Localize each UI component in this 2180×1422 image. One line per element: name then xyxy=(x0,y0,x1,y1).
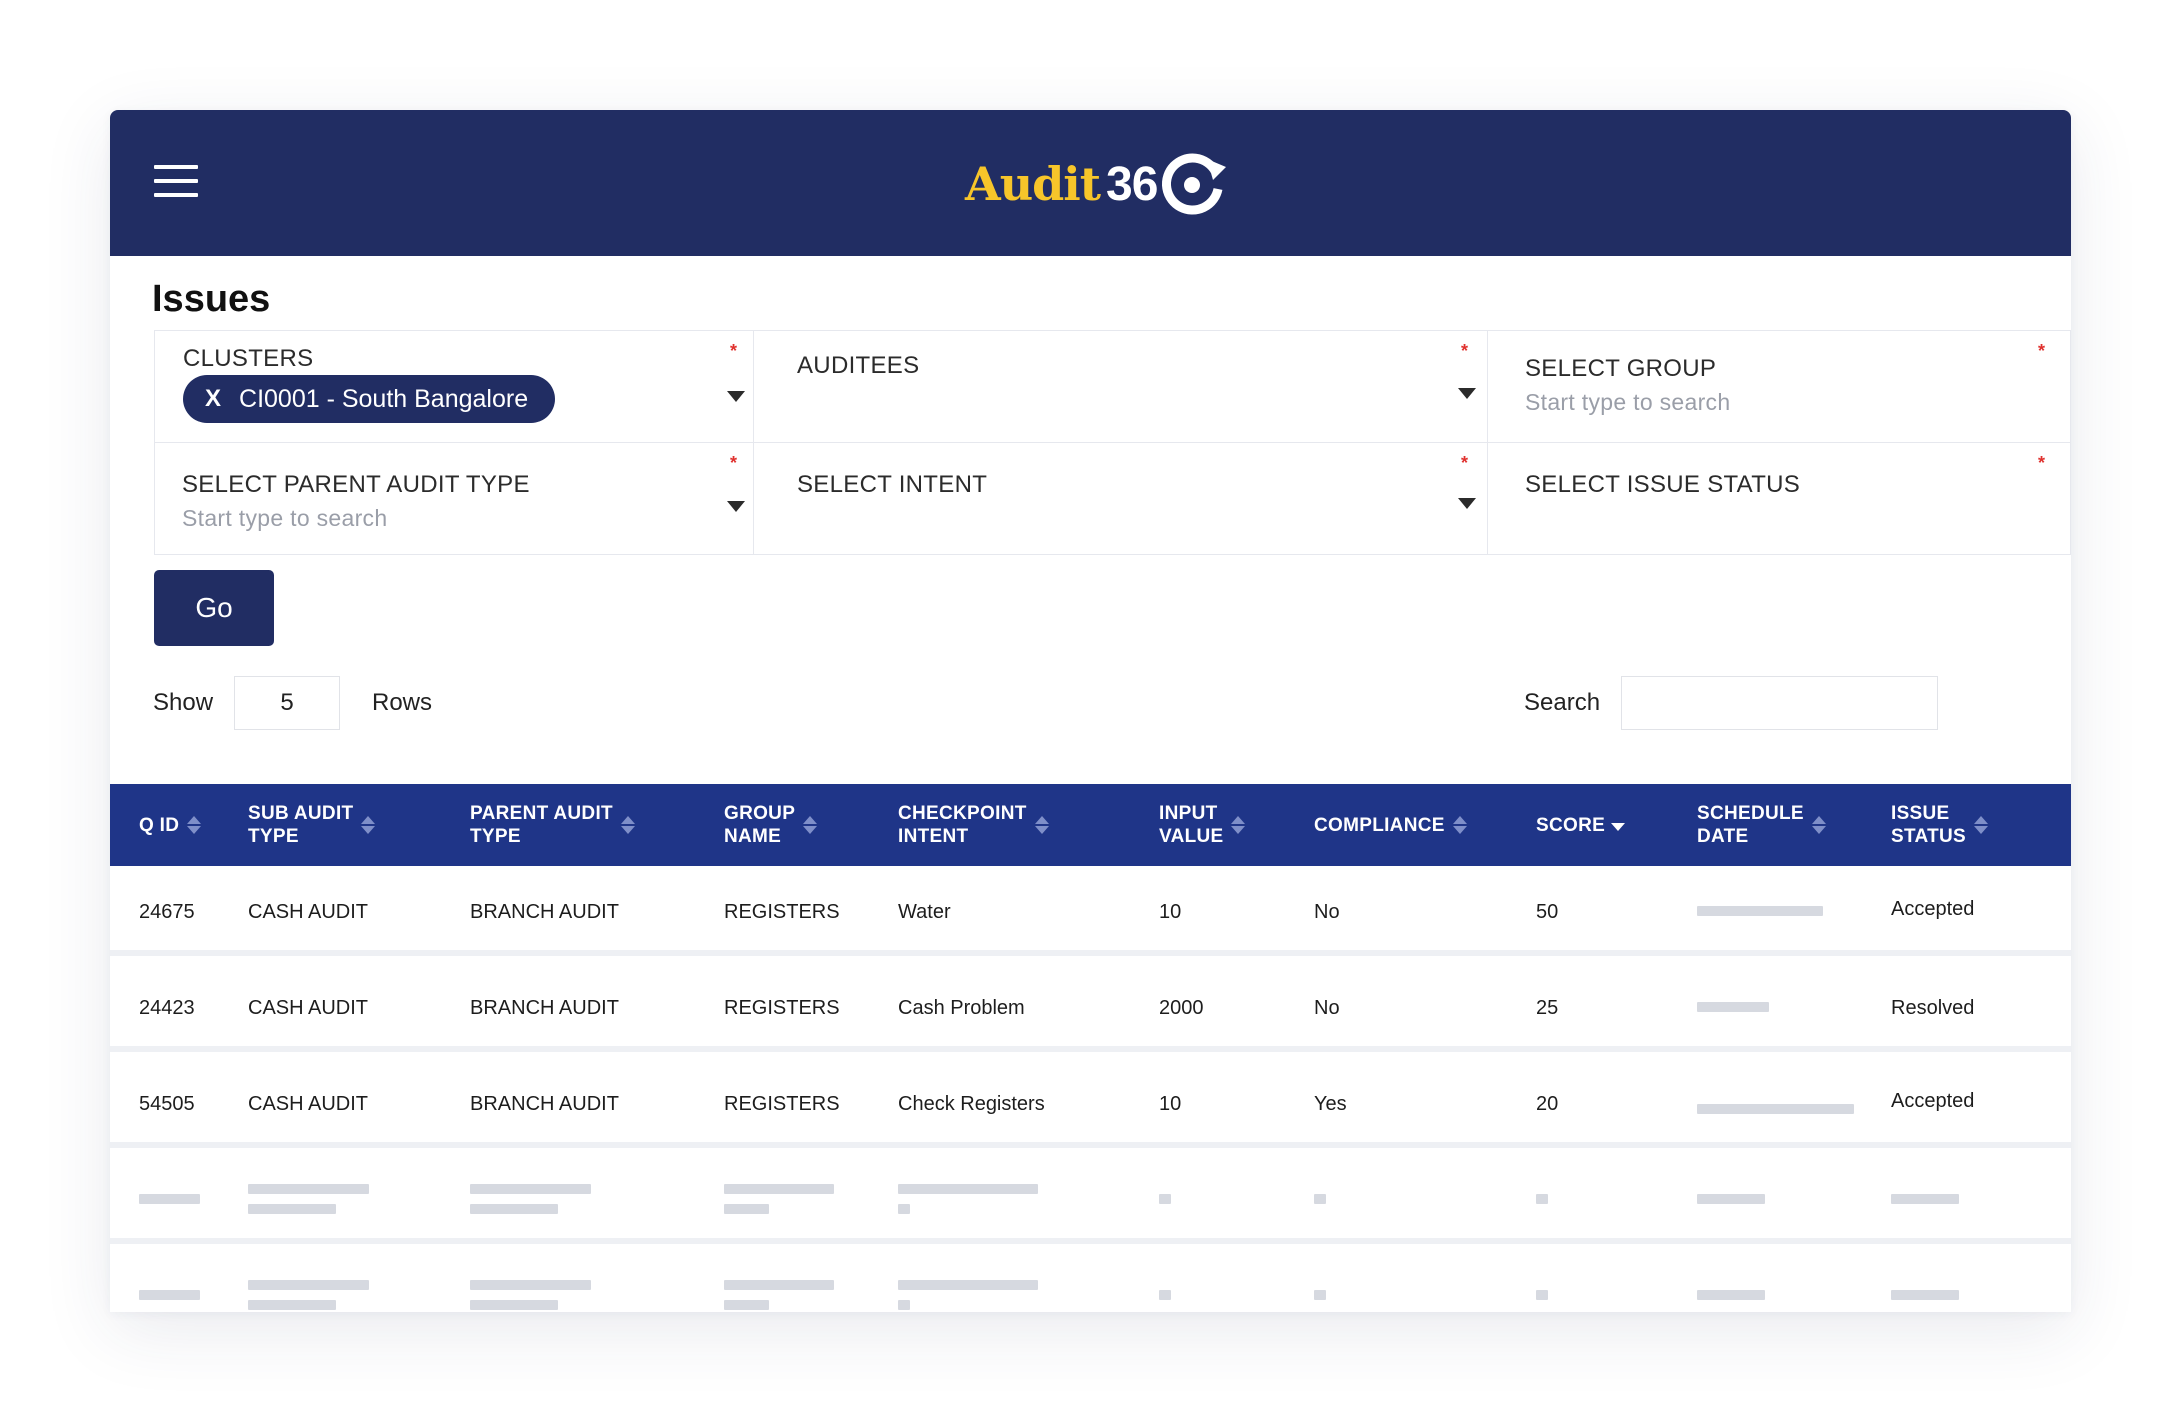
cell-parent-audit-type: BRANCH AUDIT xyxy=(470,997,619,1019)
table-row[interactable]: 24675 CASH AUDIT BRANCH AUDIT REGISTERS … xyxy=(110,866,2071,956)
cluster-chip[interactable]: X CI0001 - South Bangalore xyxy=(183,375,555,423)
column-header-score[interactable]: SCORE xyxy=(1536,784,1626,866)
cell-checkpoint-intent: Cash Problem xyxy=(898,997,1025,1019)
cell-checkpoint-intent: Water xyxy=(898,901,951,923)
column-header-checkpoint-intent[interactable]: CHECKPOINT INTENT xyxy=(898,784,1049,866)
table-row[interactable]: 54505 CASH AUDIT BRANCH AUDIT REGISTERS … xyxy=(110,1058,2071,1148)
table-header: Q ID SUB AUDIT TYPE PARENT AUDIT TYPE GROU… xyxy=(110,784,2071,866)
sort-arrows-icon[interactable] xyxy=(803,815,818,835)
column-header-schedule-date[interactable]: SCHEDULE DATE xyxy=(1697,784,1826,866)
cell-parent-audit-type: BRANCH AUDIT xyxy=(470,1093,619,1115)
app-window: Audit 36 Issues CLUSTERS * X CI0001 - So… xyxy=(110,110,2071,1312)
sort-arrows-icon[interactable] xyxy=(1452,815,1467,835)
hamburger-menu-icon[interactable] xyxy=(154,165,198,199)
required-marker: * xyxy=(2038,453,2046,473)
caret-down-icon[interactable] xyxy=(727,501,745,512)
table-row-loading xyxy=(110,1154,2071,1244)
caret-down-icon[interactable] xyxy=(1458,388,1476,399)
column-header-sub-audit-type[interactable]: SUB AUDIT TYPE xyxy=(248,784,376,866)
column-header-compliance[interactable]: COMPLIANCE xyxy=(1314,784,1467,866)
column-header-issue-status[interactable]: ISSUE STATUS xyxy=(1891,784,1988,866)
cell-compliance: No xyxy=(1314,901,1340,923)
rows-per-page-input[interactable] xyxy=(234,676,340,730)
cell-compliance: No xyxy=(1314,997,1340,1019)
column-header-group-name[interactable]: GROUP NAME xyxy=(724,784,818,866)
issue-status-filter[interactable]: SELECT ISSUE STATUS * xyxy=(1488,443,2071,555)
group-label: SELECT GROUP xyxy=(1525,355,1717,382)
cell-qid: 54505 xyxy=(139,1093,195,1115)
cell-issue-status: Accepted xyxy=(1891,1090,1975,1112)
page-title: Issues xyxy=(152,278,271,320)
caret-down-icon[interactable] xyxy=(727,391,745,402)
cell-sub-audit-type: CASH AUDIT xyxy=(248,1093,369,1115)
cell-group-name: REGISTERS xyxy=(724,997,840,1019)
filter-panel: CLUSTERS * X CI0001 - South Bangalore AU… xyxy=(154,330,2071,555)
group-placeholder: Start type to search xyxy=(1525,389,1731,415)
cell-sub-audit-type: CASH AUDIT xyxy=(248,997,369,1019)
sort-desc-icon[interactable] xyxy=(1611,823,1626,831)
auditees-label: AUDITEES xyxy=(797,352,920,379)
column-header-qid[interactable]: Q ID xyxy=(139,784,202,866)
cell-parent-audit-type: BRANCH AUDIT xyxy=(470,901,619,923)
sort-arrows-icon[interactable] xyxy=(1811,815,1826,835)
required-marker: * xyxy=(1461,453,1469,473)
sort-arrows-icon[interactable] xyxy=(1231,815,1246,835)
table-row-loading xyxy=(110,1250,2071,1312)
cell-compliance: Yes xyxy=(1314,1093,1347,1115)
cell-score: 50 xyxy=(1536,901,1559,923)
column-header-input-value[interactable]: INPUT VALUE xyxy=(1159,784,1246,866)
cell-issue-status: Resolved xyxy=(1891,997,1975,1019)
cell-input-value: 2000 xyxy=(1159,997,1204,1019)
sort-arrows-icon[interactable] xyxy=(620,815,635,835)
sort-arrows-icon[interactable] xyxy=(1034,815,1049,835)
required-marker: * xyxy=(730,453,738,473)
top-navbar: Audit 36 xyxy=(110,110,2071,256)
cell-issue-status: Accepted xyxy=(1891,898,1975,920)
table-row[interactable]: 24423 CASH AUDIT BRANCH AUDIT REGISTERS … xyxy=(110,962,2071,1052)
schedule-date-placeholder xyxy=(1697,906,1823,916)
group-filter[interactable]: SELECT GROUP Start type to search * xyxy=(1488,331,2071,443)
parent-audit-type-filter[interactable]: SELECT PARENT AUDIT TYPE Start type to s… xyxy=(154,443,754,555)
intent-filter[interactable]: SELECT INTENT * xyxy=(754,443,1488,555)
cell-qid: 24675 xyxy=(139,901,195,923)
cell-input-value: 10 xyxy=(1159,901,1182,923)
sort-arrows-icon[interactable] xyxy=(361,815,376,835)
auditees-filter[interactable]: AUDITEES * xyxy=(754,331,1488,443)
search-input[interactable] xyxy=(1621,676,1938,730)
parent-audit-type-placeholder: Start type to search xyxy=(182,505,388,531)
app-logo[interactable]: Audit 36 xyxy=(965,148,1227,220)
cell-group-name: REGISTERS xyxy=(724,1093,840,1115)
required-marker: * xyxy=(730,341,738,361)
cell-input-value: 10 xyxy=(1159,1093,1182,1115)
rows-label: Rows xyxy=(372,689,433,716)
cell-group-name: REGISTERS xyxy=(724,901,840,923)
go-button[interactable]: Go xyxy=(154,570,274,646)
issue-status-label: SELECT ISSUE STATUS xyxy=(1525,471,1801,498)
schedule-date-placeholder xyxy=(1697,1104,1854,1114)
cell-score: 20 xyxy=(1536,1093,1559,1115)
intent-label: SELECT INTENT xyxy=(797,471,988,498)
remove-chip-icon[interactable]: X xyxy=(205,385,222,412)
cell-score: 25 xyxy=(1536,997,1559,1019)
cell-qid: 24423 xyxy=(139,997,195,1019)
schedule-date-placeholder xyxy=(1697,1002,1769,1012)
clusters-label: CLUSTERS xyxy=(183,345,314,372)
search-label: Search xyxy=(1524,689,1601,716)
chip-label: CI0001 - South Bangalore xyxy=(239,384,529,413)
logo-text: Audit xyxy=(965,157,1101,211)
required-marker: * xyxy=(1461,341,1469,361)
parent-audit-type-label: SELECT PARENT AUDIT TYPE xyxy=(182,471,530,498)
show-label: Show xyxy=(153,689,214,716)
column-header-parent-audit-type[interactable]: PARENT AUDIT TYPE xyxy=(470,784,635,866)
sort-arrows-icon[interactable] xyxy=(1973,815,1988,835)
caret-down-icon[interactable] xyxy=(1458,498,1476,509)
cell-sub-audit-type: CASH AUDIT xyxy=(248,901,369,923)
cell-checkpoint-intent: Check Registers xyxy=(898,1093,1045,1115)
sort-arrows-icon[interactable] xyxy=(187,815,202,835)
clusters-filter[interactable]: CLUSTERS * X CI0001 - South Bangalore xyxy=(154,331,754,443)
required-marker: * xyxy=(2038,341,2046,361)
logo-number: 36 xyxy=(1106,157,1158,211)
refresh-ring-icon xyxy=(1162,153,1227,215)
